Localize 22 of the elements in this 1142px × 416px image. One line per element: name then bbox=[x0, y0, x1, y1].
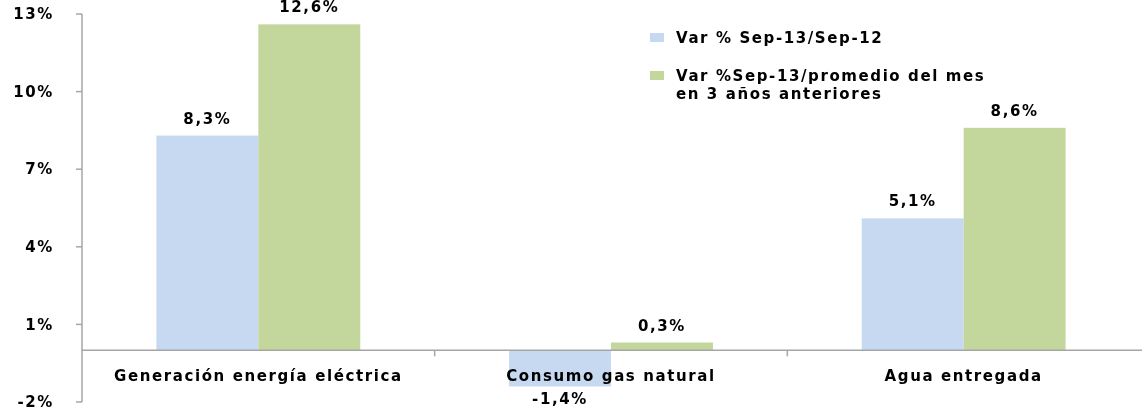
data-label: 8,3% bbox=[183, 109, 232, 128]
legend-label: Var % Sep-13/Sep-12 bbox=[676, 29, 884, 47]
y-tick-label: 10% bbox=[13, 82, 54, 101]
bar bbox=[611, 342, 713, 351]
y-tick-label: 7% bbox=[25, 160, 54, 179]
data-label: 8,6% bbox=[990, 101, 1039, 120]
bar bbox=[156, 135, 259, 351]
bar bbox=[963, 127, 1066, 351]
y-tick-label: 4% bbox=[25, 238, 54, 257]
data-label: 5,1% bbox=[888, 192, 937, 211]
x-tick-label: Consumo gas natural bbox=[506, 367, 716, 386]
data-label: -1,4% bbox=[532, 390, 588, 409]
y-tick-label: 13% bbox=[13, 5, 54, 24]
bar bbox=[861, 218, 964, 351]
bar bbox=[258, 24, 361, 351]
y-tick-label: 1% bbox=[25, 315, 54, 334]
x-tick-label: Agua entregada bbox=[884, 367, 1043, 386]
data-label: 12,6% bbox=[279, 0, 340, 17]
data-label: 0,3% bbox=[637, 316, 686, 335]
x-tick-label: Generación energía eléctrica bbox=[114, 367, 403, 386]
y-tick-label: -2% bbox=[17, 393, 54, 412]
legend-label: Var %Sep-13/promedio del mes en 3 años anteriores bbox=[676, 67, 986, 103]
